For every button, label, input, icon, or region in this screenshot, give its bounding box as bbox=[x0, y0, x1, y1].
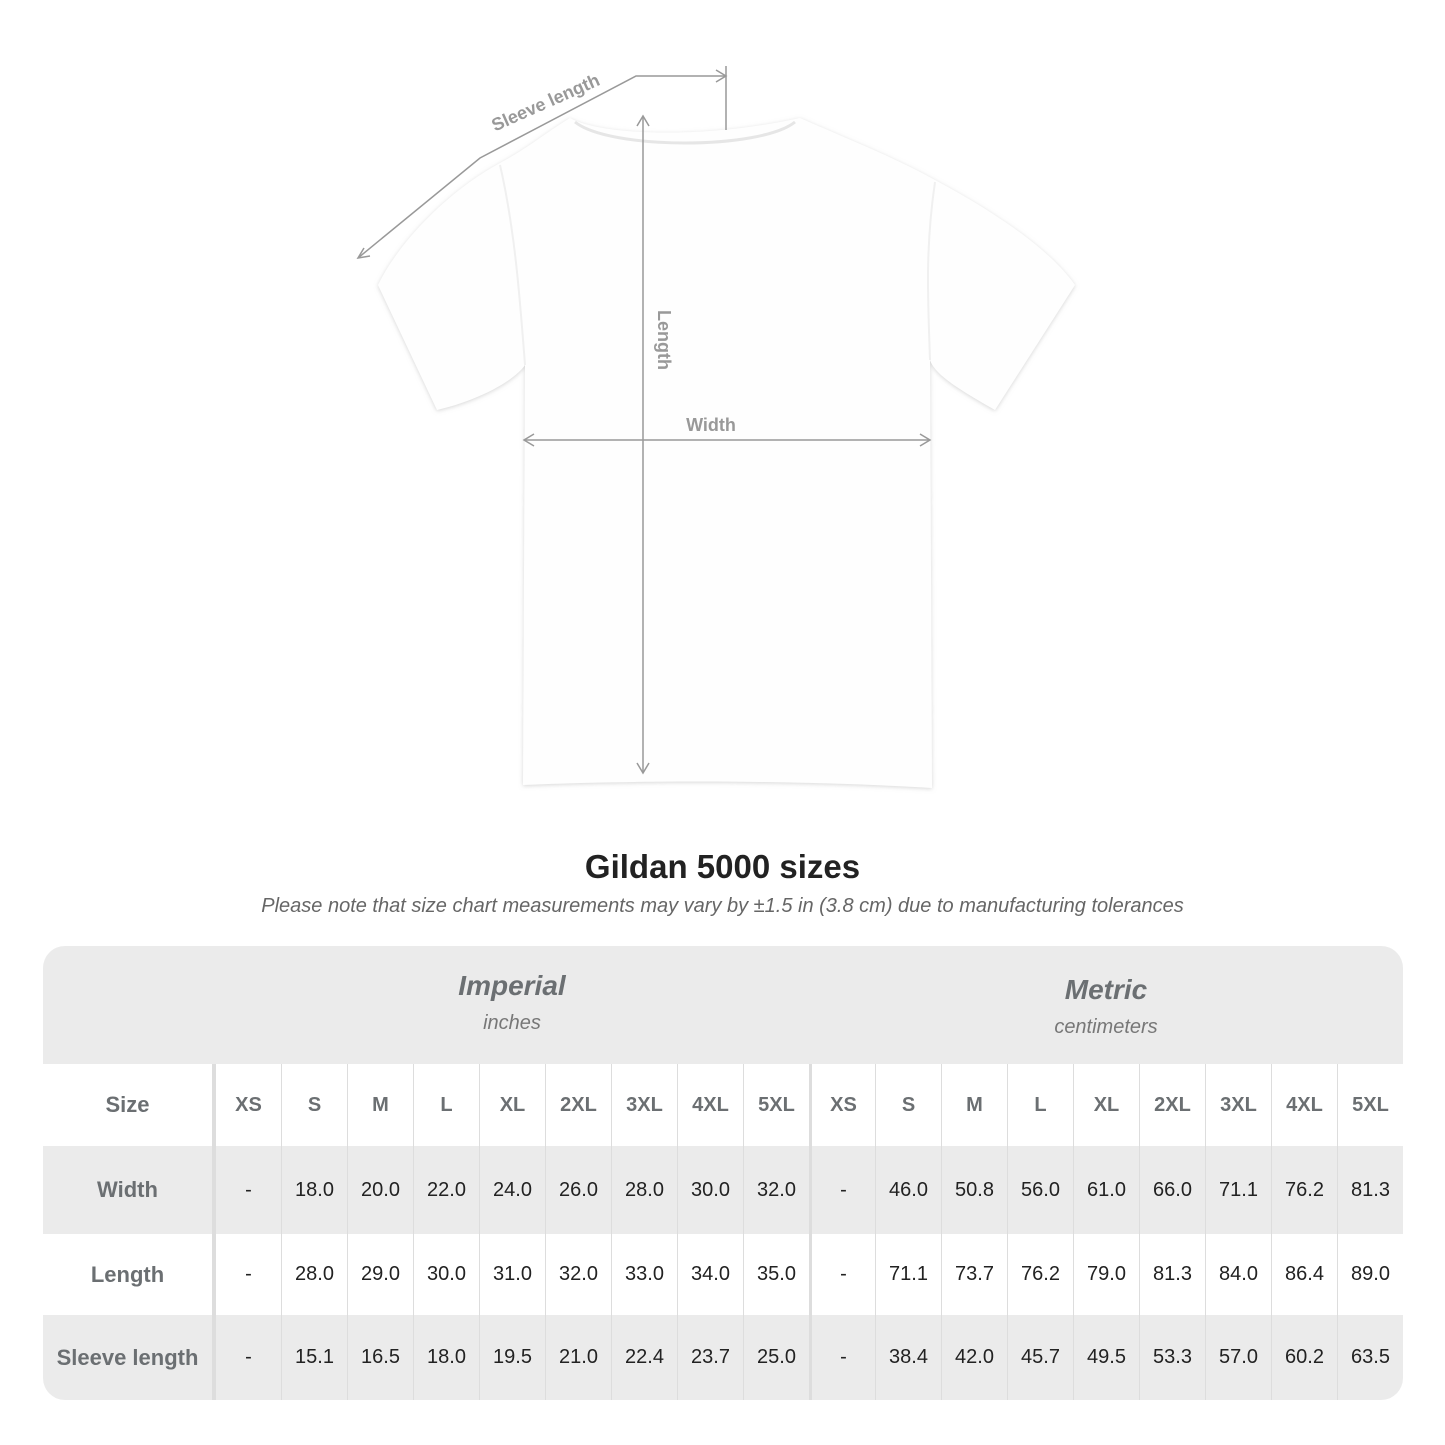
imperial-value: 20.0 bbox=[347, 1146, 413, 1234]
size-column-header: XS bbox=[809, 1064, 875, 1146]
table-row: Width -18.0 20.0 22.0 24.0 26.0 28.0 30.0 32.0-4… bbox=[43, 1146, 1403, 1234]
metric-value: 81.3 bbox=[1139, 1234, 1205, 1315]
table-row: Length -28.0 29.0 30.0 31.0 32.0 33.0 34.0 35.0-… bbox=[43, 1234, 1403, 1315]
metric-value: 73.7 bbox=[941, 1234, 1007, 1315]
imperial-value: 23.7 bbox=[677, 1315, 743, 1400]
imperial-value: 25.0 bbox=[743, 1315, 809, 1400]
imperial-value: 24.0 bbox=[479, 1146, 545, 1234]
imperial-value: 18.0 bbox=[413, 1315, 479, 1400]
metric-value: 61.0 bbox=[1073, 1146, 1139, 1234]
row-label: Width bbox=[43, 1146, 215, 1234]
metric-value: 50.8 bbox=[941, 1146, 1007, 1234]
imperial-value: - bbox=[215, 1315, 281, 1400]
size-column-header: 2XL bbox=[1139, 1064, 1205, 1146]
metric-value: 42.0 bbox=[941, 1315, 1007, 1400]
metric-value: - bbox=[809, 1146, 875, 1234]
imperial-value: 28.0 bbox=[281, 1234, 347, 1315]
imperial-value: 29.0 bbox=[347, 1234, 413, 1315]
size-column-header: L bbox=[1007, 1064, 1073, 1146]
size-header-row: Size XS S M L XL 2XL 3XL 4XL 5XL XS S M L XL 2XL 3XL 4XL 5… bbox=[43, 1064, 1403, 1146]
tshirt-diagram: Sleeve length Length Width bbox=[356, 66, 1075, 788]
metric-value: 53.3 bbox=[1139, 1315, 1205, 1400]
size-header-label: Size bbox=[43, 1064, 215, 1146]
table-row: Sleeve length -15.1 16.5 18.0 19.5 21.0 22.4 23… bbox=[43, 1315, 1403, 1400]
imperial-value: 22.0 bbox=[413, 1146, 479, 1234]
imperial-header: Imperial inches bbox=[215, 970, 809, 1035]
size-column-header: M bbox=[941, 1064, 1007, 1146]
size-column-header: L bbox=[413, 1064, 479, 1146]
size-column-header: XL bbox=[479, 1064, 545, 1146]
metric-value: 89.0 bbox=[1337, 1234, 1403, 1315]
imperial-value: 32.0 bbox=[545, 1234, 611, 1315]
metric-value: 71.1 bbox=[875, 1234, 941, 1315]
size-column-header: 5XL bbox=[743, 1064, 809, 1146]
row-label: Length bbox=[43, 1234, 215, 1315]
size-column-header: 2XL bbox=[545, 1064, 611, 1146]
size-column-header: 4XL bbox=[1271, 1064, 1337, 1146]
size-column-header: 4XL bbox=[677, 1064, 743, 1146]
size-column-header: 3XL bbox=[1205, 1064, 1271, 1146]
size-column-header: M bbox=[347, 1064, 413, 1146]
metric-value: 79.0 bbox=[1073, 1234, 1139, 1315]
imperial-value: 22.4 bbox=[611, 1315, 677, 1400]
tolerance-note: Please note that size chart measurements… bbox=[261, 895, 1184, 917]
imperial-title: Imperial bbox=[458, 970, 566, 1001]
imperial-value: 15.1 bbox=[281, 1315, 347, 1400]
metric-value: 57.0 bbox=[1205, 1315, 1271, 1400]
metric-value: 81.3 bbox=[1337, 1146, 1403, 1234]
metric-value: 76.2 bbox=[1007, 1234, 1073, 1315]
imperial-value: 35.0 bbox=[743, 1234, 809, 1315]
imperial-value: - bbox=[215, 1146, 281, 1234]
metric-value: 84.0 bbox=[1205, 1234, 1271, 1315]
metric-value: 45.7 bbox=[1007, 1315, 1073, 1400]
chart-title: Gildan 5000 sizes bbox=[584, 848, 861, 885]
measurement-lines bbox=[356, 66, 932, 775]
width-label: Width bbox=[686, 415, 736, 435]
metric-value: 86.4 bbox=[1271, 1234, 1337, 1315]
imperial-value: 30.0 bbox=[677, 1146, 743, 1234]
metric-value: - bbox=[809, 1234, 875, 1315]
imperial-value: 30.0 bbox=[413, 1234, 479, 1315]
size-column-header: 5XL bbox=[1337, 1064, 1403, 1146]
metric-value: 46.0 bbox=[875, 1146, 941, 1234]
imperial-value: 16.5 bbox=[347, 1315, 413, 1400]
size-column-header: S bbox=[281, 1064, 347, 1146]
metric-value: 63.5 bbox=[1337, 1315, 1403, 1400]
metric-value: 76.2 bbox=[1271, 1146, 1337, 1234]
metric-value: 66.0 bbox=[1139, 1146, 1205, 1234]
metric-value: 56.0 bbox=[1007, 1146, 1073, 1234]
imperial-value: 28.0 bbox=[611, 1146, 677, 1234]
imperial-value: - bbox=[215, 1234, 281, 1315]
metric-unit: centimeters bbox=[1054, 1016, 1158, 1038]
size-column-header: XS bbox=[215, 1064, 281, 1146]
metric-title: Metric bbox=[1064, 974, 1148, 1005]
imperial-unit: inches bbox=[483, 1012, 541, 1034]
row-label: Sleeve length bbox=[43, 1315, 215, 1400]
imperial-value: 31.0 bbox=[479, 1234, 545, 1315]
imperial-value: 32.0 bbox=[743, 1146, 809, 1234]
imperial-value: 19.5 bbox=[479, 1315, 545, 1400]
size-column-header: 3XL bbox=[611, 1064, 677, 1146]
imperial-value: 26.0 bbox=[545, 1146, 611, 1234]
metric-value: 60.2 bbox=[1271, 1315, 1337, 1400]
metric-value: 71.1 bbox=[1205, 1146, 1271, 1234]
length-label: Length bbox=[654, 310, 674, 370]
size-table: Imperial inches Metric centimeters Size X… bbox=[43, 946, 1403, 1400]
metric-value: - bbox=[809, 1315, 875, 1400]
tshirt-shape bbox=[378, 118, 1075, 788]
unit-header: Imperial inches Metric centimeters bbox=[43, 946, 1403, 1064]
metric-header: Metric centimeters bbox=[809, 974, 1403, 1039]
imperial-value: 21.0 bbox=[545, 1315, 611, 1400]
imperial-value: 18.0 bbox=[281, 1146, 347, 1234]
metric-value: 38.4 bbox=[875, 1315, 941, 1400]
imperial-value: 33.0 bbox=[611, 1234, 677, 1315]
imperial-value: 34.0 bbox=[677, 1234, 743, 1315]
metric-value: 49.5 bbox=[1073, 1315, 1139, 1400]
size-column-header: XL bbox=[1073, 1064, 1139, 1146]
size-column-header: S bbox=[875, 1064, 941, 1146]
